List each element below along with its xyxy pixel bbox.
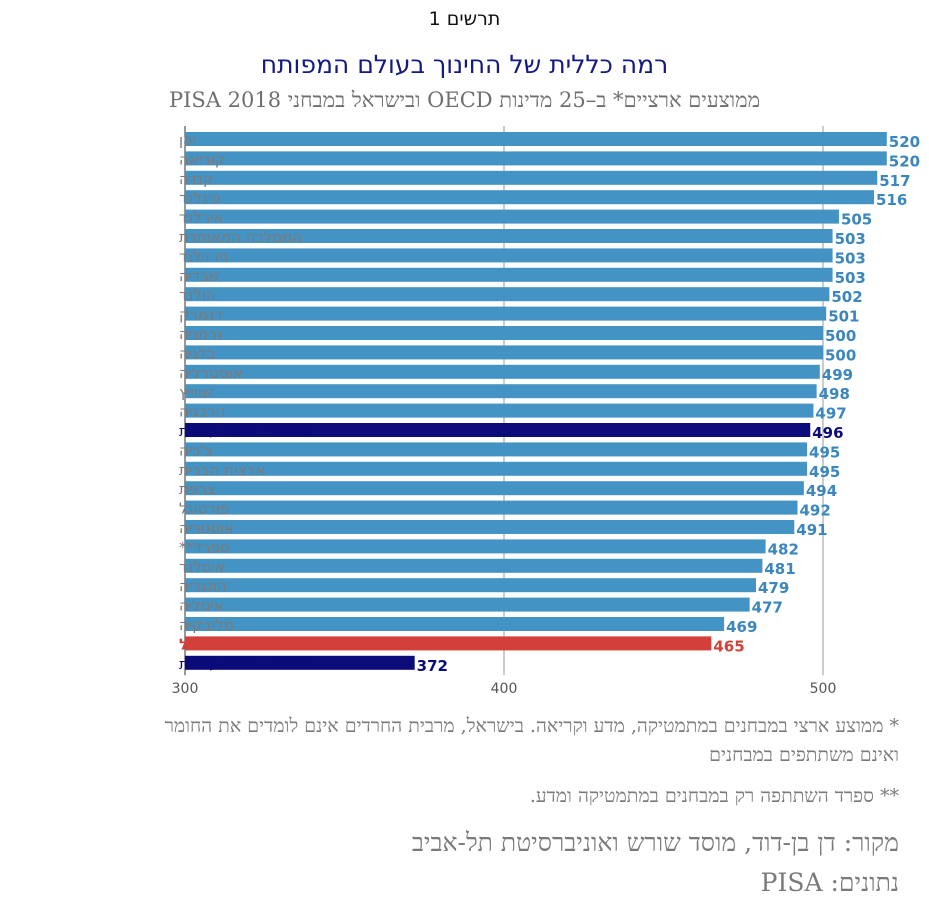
category-label: קוריאה xyxy=(179,150,225,168)
data-source-line: נתונים: PISA xyxy=(760,868,899,897)
bar xyxy=(185,520,795,534)
category-label: שבדיה xyxy=(179,267,220,285)
value-label: 516 xyxy=(876,191,907,209)
bar xyxy=(185,481,804,496)
category-label: אוסטרליה xyxy=(179,364,243,382)
category-label: סלובקיה xyxy=(179,616,234,634)
bar xyxy=(185,384,817,399)
bar xyxy=(185,500,798,515)
value-label: 520 xyxy=(889,152,920,170)
value-label: 372 xyxy=(417,657,448,675)
value-label: 495 xyxy=(809,463,840,481)
category-label: הונגריה xyxy=(179,577,227,595)
value-label: 494 xyxy=(806,482,837,500)
bar xyxy=(185,636,712,651)
bar xyxy=(185,326,823,340)
bar xyxy=(185,655,415,670)
category-label: יפן xyxy=(179,131,196,149)
figure-label: תרשים 1 xyxy=(428,8,501,30)
bar xyxy=(185,229,833,243)
value-label: 500 xyxy=(825,346,856,364)
footnote-2: ** ספרד השתתפה רק במבחנים במתמטיקה ומדע. xyxy=(529,785,899,807)
value-label: 496 xyxy=(812,424,843,442)
bar xyxy=(185,617,725,631)
x-tick-label: 400 xyxy=(491,681,518,697)
source-line: מקור: דן בן-דוד, מוסד שורש ואוניברסיטת ת… xyxy=(411,828,899,857)
footnote-1: * ממוצע ארצי במבחנים במתמטיקה, מדע וקריא… xyxy=(164,715,899,766)
value-label: 469 xyxy=(726,618,757,636)
bar-chart: 300 400 500 יפן 520 קוריאה 520 קנדה 517 פינלנד 516… xyxy=(172,126,920,697)
bar xyxy=(185,578,757,593)
value-label: 505 xyxy=(841,211,872,229)
bar xyxy=(185,442,808,457)
value-label: 492 xyxy=(799,502,830,520)
bar xyxy=(185,267,833,282)
bar xyxy=(185,151,887,166)
bar xyxy=(185,287,830,302)
value-label: 517 xyxy=(879,172,910,190)
bar xyxy=(185,306,827,321)
value-label: 501 xyxy=(828,308,859,326)
category-label: נורבגיה xyxy=(179,403,226,421)
bar xyxy=(185,539,766,554)
value-label: 499 xyxy=(822,366,853,384)
bar xyxy=(185,190,875,205)
value-label: 503 xyxy=(835,230,866,248)
value-label: 477 xyxy=(752,599,783,617)
value-label: 495 xyxy=(809,443,840,461)
category-label: ישראל xyxy=(179,635,224,653)
category-label: ישראל - דוברי ערבית xyxy=(179,655,312,673)
category-label: דנמרק xyxy=(179,306,223,324)
value-label: 491 xyxy=(796,521,827,539)
category-label: ניו זילנד xyxy=(179,247,228,265)
category-label: ישראל - דוברי עברית xyxy=(179,422,312,440)
category-label: ספרד** xyxy=(179,538,230,556)
value-label: 500 xyxy=(825,327,856,345)
category-label: צ'כיה xyxy=(179,441,213,459)
value-label: 503 xyxy=(835,269,866,287)
category-label: אירלנד xyxy=(179,209,224,227)
chart-subtitle: ממוצעים ארציים* ב–25 מדינות OECD ובישראל… xyxy=(168,88,761,112)
bar xyxy=(185,132,887,146)
category-label: ארצות הברית xyxy=(179,461,265,479)
value-label: 503 xyxy=(835,249,866,267)
category-label: צרפת xyxy=(179,480,216,498)
category-label: קנדה xyxy=(179,170,214,188)
category-label: איטליה xyxy=(179,597,224,615)
category-label: אוסטריה xyxy=(179,519,234,537)
bar xyxy=(185,364,820,379)
bar xyxy=(185,209,839,224)
category-label: הממלכה המאוחדת xyxy=(179,228,302,246)
value-label: 497 xyxy=(815,405,846,423)
bar xyxy=(185,461,808,476)
value-label: 482 xyxy=(768,540,799,558)
bar xyxy=(185,558,763,573)
category-label: הולנד xyxy=(179,286,216,304)
bar xyxy=(185,170,878,185)
x-tick-label: 500 xyxy=(810,681,837,697)
category-label: פינלנד xyxy=(179,189,220,207)
bar xyxy=(185,597,750,612)
bar xyxy=(185,248,833,263)
category-label: גרמניה xyxy=(179,325,223,343)
value-label: 465 xyxy=(713,637,744,655)
bar xyxy=(185,345,823,360)
value-label: 481 xyxy=(764,560,795,578)
category-label: פורטוגל xyxy=(179,500,229,518)
category-label: בלגיה xyxy=(179,344,216,362)
value-label: 520 xyxy=(889,133,920,151)
chart-title: רמה כללית של החינוך בעולם המפותח xyxy=(260,50,669,79)
bar xyxy=(185,403,814,418)
value-label: 479 xyxy=(758,579,789,597)
category-label: איסלנד xyxy=(179,558,225,576)
category-label: שווייץ xyxy=(179,383,213,401)
bar xyxy=(185,423,811,437)
x-tick-label: 300 xyxy=(172,681,199,697)
value-label: 502 xyxy=(831,288,862,306)
value-label: 498 xyxy=(819,385,850,403)
